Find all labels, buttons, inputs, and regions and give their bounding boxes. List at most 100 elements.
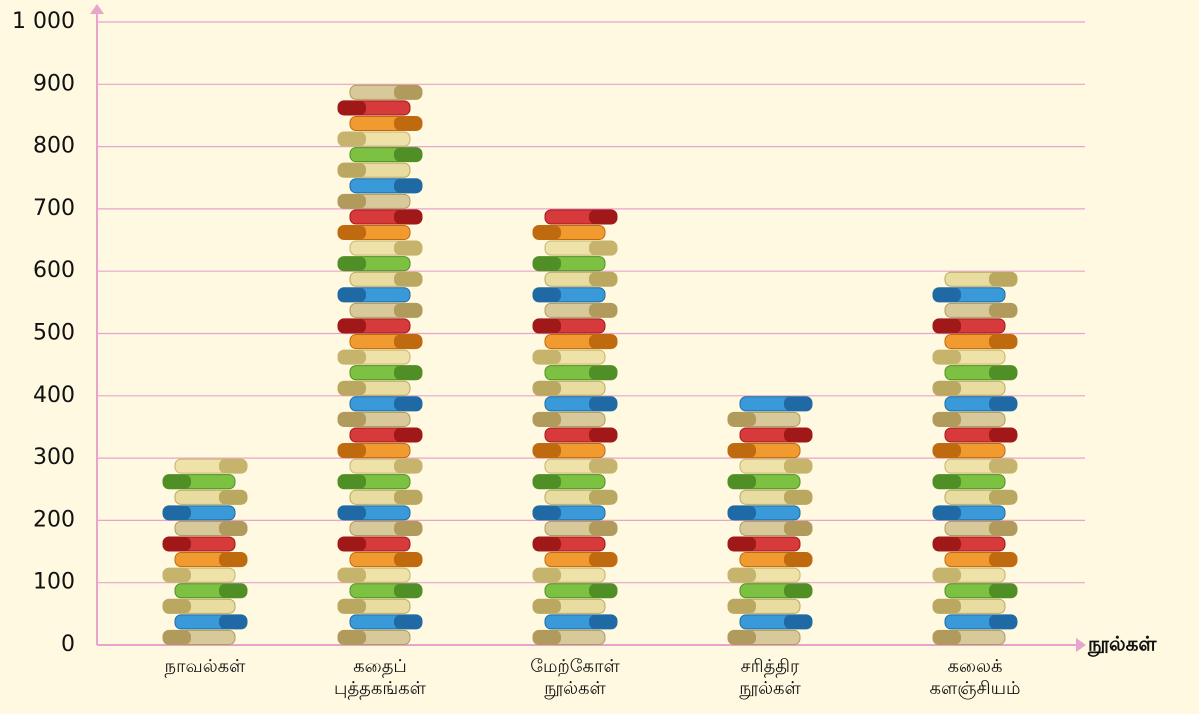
- book-spine: [163, 475, 191, 489]
- book-spine: [394, 615, 422, 629]
- book-spine: [338, 225, 366, 239]
- book-spine: [533, 444, 561, 458]
- x-tick-label: கலைக் களஞ்சியம்: [925, 656, 1025, 700]
- book-spine: [589, 521, 617, 535]
- book-stack: [338, 85, 422, 644]
- book-spine: [394, 179, 422, 193]
- book-spine: [533, 319, 561, 333]
- book-spine: [933, 412, 961, 426]
- book-spine: [784, 553, 812, 567]
- book-spine: [589, 397, 617, 411]
- book-spine: [933, 599, 961, 613]
- book-spine: [219, 615, 247, 629]
- book-spine: [784, 490, 812, 504]
- book-spine: [219, 553, 247, 567]
- book-spine: [933, 475, 961, 489]
- book-spine: [784, 521, 812, 535]
- book-spine: [533, 475, 561, 489]
- book-spine: [989, 553, 1017, 567]
- book-spine: [784, 428, 812, 442]
- book-spine: [989, 428, 1017, 442]
- book-spine: [728, 412, 756, 426]
- book-spine: [533, 599, 561, 613]
- book-spine: [533, 350, 561, 364]
- book-spine: [394, 116, 422, 130]
- book-spine: [219, 490, 247, 504]
- book-spine: [394, 521, 422, 535]
- book-spine: [989, 584, 1017, 598]
- y-tick-label: 500: [33, 321, 75, 346]
- book-spine: [728, 444, 756, 458]
- book-spine: [533, 288, 561, 302]
- book-spine: [933, 288, 961, 302]
- book-spine: [933, 381, 961, 395]
- book-spine: [533, 257, 561, 271]
- book-spine: [394, 335, 422, 349]
- book-spine: [728, 630, 756, 644]
- book-spine: [728, 506, 756, 520]
- book-spine: [533, 568, 561, 582]
- book-spine: [338, 257, 366, 271]
- book-spine: [219, 584, 247, 598]
- book-spine: [728, 475, 756, 489]
- book-spine: [989, 459, 1017, 473]
- book-spine: [589, 241, 617, 255]
- y-tick-label: 900: [33, 71, 75, 96]
- chart: நூல்கள் 01002003004005006007008009001 00…: [0, 0, 1199, 714]
- y-tick-label: 300: [33, 445, 75, 470]
- book-spine: [989, 335, 1017, 349]
- book-spine: [338, 444, 366, 458]
- book-spine: [933, 568, 961, 582]
- x-tick-label: கதைப் புத்தகங்கள்: [330, 656, 430, 700]
- book-spine: [533, 381, 561, 395]
- x-axis-arrow: [1076, 638, 1086, 652]
- book-stack: [533, 210, 617, 645]
- book-spine: [933, 630, 961, 644]
- book-spine: [394, 272, 422, 286]
- book-spine: [394, 366, 422, 380]
- book-spine: [989, 615, 1017, 629]
- book-spine: [784, 584, 812, 598]
- book-spine: [933, 537, 961, 551]
- y-tick-label: 100: [33, 570, 75, 595]
- book-spine: [338, 288, 366, 302]
- book-spine: [728, 537, 756, 551]
- book-spine: [163, 568, 191, 582]
- book-spine: [533, 225, 561, 239]
- book-spine: [933, 444, 961, 458]
- book-spine: [394, 490, 422, 504]
- book-spine: [589, 335, 617, 349]
- book-spine: [163, 599, 191, 613]
- book-spine: [338, 381, 366, 395]
- book-spine: [533, 630, 561, 644]
- y-axis-arrow: [90, 4, 104, 14]
- book-spine: [163, 506, 191, 520]
- book-spine: [533, 412, 561, 426]
- book-spine: [338, 319, 366, 333]
- book-spine: [989, 397, 1017, 411]
- book-spine: [533, 506, 561, 520]
- book-spine: [728, 568, 756, 582]
- x-tick-label: நாவல்கள்: [155, 656, 255, 678]
- book-spine: [989, 521, 1017, 535]
- y-tick-label: 1 000: [12, 9, 75, 34]
- book-spine: [338, 163, 366, 177]
- book-spine: [728, 599, 756, 613]
- book-spine: [589, 272, 617, 286]
- book-spine: [338, 599, 366, 613]
- book-spine: [589, 615, 617, 629]
- y-tick-label: 800: [33, 134, 75, 159]
- book-spine: [219, 459, 247, 473]
- book-spine: [589, 584, 617, 598]
- book-spine: [338, 101, 366, 115]
- book-spine: [989, 272, 1017, 286]
- book-spine: [394, 241, 422, 255]
- y-tick-label: 700: [33, 196, 75, 221]
- book-spine: [338, 568, 366, 582]
- book-spine: [338, 506, 366, 520]
- book-spine: [784, 459, 812, 473]
- book-spine: [338, 132, 366, 146]
- book-spine: [989, 490, 1017, 504]
- y-tick-label: 200: [33, 507, 75, 532]
- book-spine: [338, 194, 366, 208]
